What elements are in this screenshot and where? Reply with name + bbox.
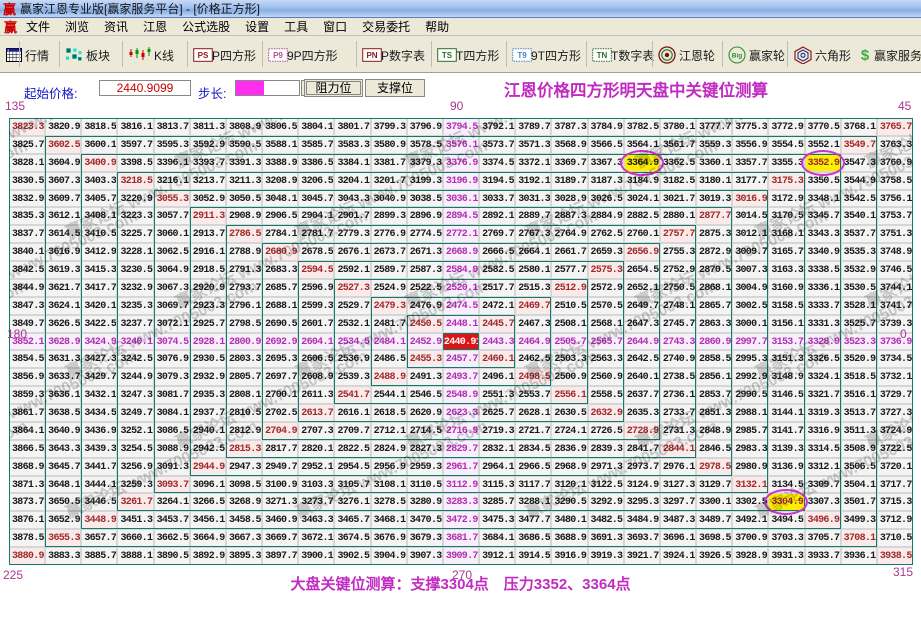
svg-text:TN: TN <box>597 51 608 60</box>
svg-text:T9: T9 <box>517 51 527 60</box>
svg-text:$: $ <box>861 47 870 63</box>
svg-text:TS: TS <box>442 51 453 60</box>
svg-text:PS: PS <box>198 51 209 60</box>
svg-text:PN: PN <box>366 51 377 60</box>
svg-text:P9: P9 <box>273 51 283 60</box>
svg-text:Big: Big <box>732 53 743 60</box>
